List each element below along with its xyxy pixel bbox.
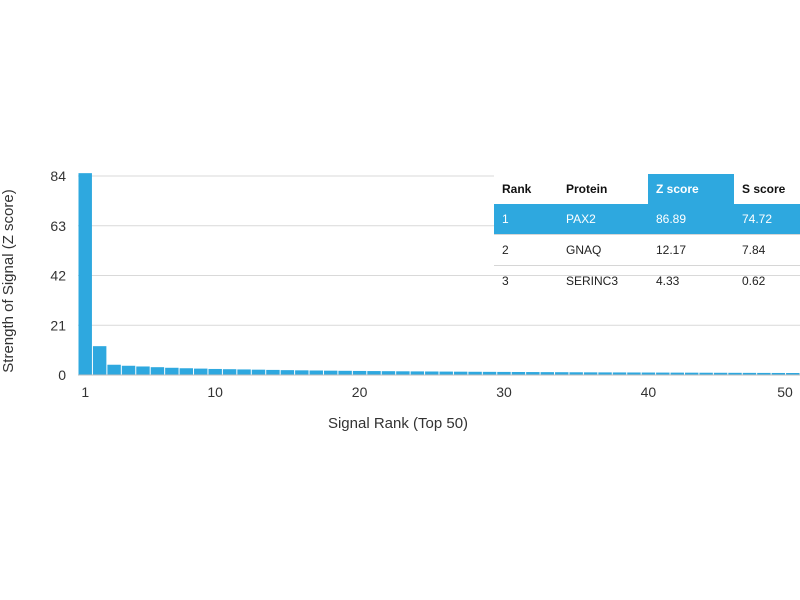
bar — [699, 372, 713, 375]
y-axis-label: Strength of Signal (Z score) — [0, 189, 17, 372]
bar — [728, 372, 742, 375]
bar — [511, 371, 526, 375]
cell-z-score: 4.33 — [648, 265, 734, 296]
bar — [107, 364, 121, 375]
bar — [396, 371, 410, 375]
bar — [684, 372, 699, 375]
cell-protein: PAX2 — [558, 204, 648, 235]
bar — [453, 371, 468, 375]
x-tick-label: 30 — [496, 384, 512, 400]
bar — [194, 368, 208, 375]
x-tick-label: 20 — [352, 384, 368, 400]
bar — [92, 346, 107, 375]
bar — [179, 368, 194, 375]
bar — [569, 372, 583, 375]
cell-s-score: 0.62 — [734, 265, 800, 296]
header-protein: Protein — [558, 174, 648, 204]
bar — [497, 371, 511, 375]
table-header-row: Rank Protein Z score S score — [494, 174, 800, 204]
y-tick-label: 0 — [58, 367, 66, 383]
bar — [656, 372, 670, 375]
table-row: 3 SERINC3 4.33 0.62 — [494, 265, 800, 296]
bar — [540, 372, 555, 375]
cell-s-score: 7.84 — [734, 234, 800, 266]
cell-z-score: 12.17 — [648, 234, 734, 266]
bar — [742, 372, 757, 375]
y-tick-label: 42 — [50, 268, 66, 284]
bar — [323, 370, 338, 375]
bar — [338, 370, 352, 375]
bar — [771, 372, 786, 375]
bar — [468, 371, 482, 375]
bar — [381, 371, 396, 375]
bar — [78, 173, 92, 375]
bar — [280, 370, 295, 375]
bar — [266, 369, 280, 375]
x-tick-label: 1 — [81, 384, 89, 400]
header-s-score: S score — [734, 174, 800, 204]
cell-rank: 3 — [494, 265, 558, 296]
bar — [165, 367, 179, 375]
x-tick-label: 10 — [207, 384, 223, 400]
bar — [641, 372, 656, 375]
bar — [150, 367, 165, 375]
bar — [713, 372, 728, 375]
bar — [237, 369, 251, 375]
bar — [208, 368, 222, 375]
bar — [786, 373, 800, 375]
bar — [136, 366, 150, 375]
y-ticks: 0 21 42 63 84 — [50, 168, 66, 383]
y-tick-label: 84 — [50, 168, 66, 184]
bar — [352, 370, 367, 375]
y-tick-label: 63 — [50, 218, 66, 234]
table-row: 2 GNAQ 12.17 7.84 — [494, 234, 800, 266]
bars — [78, 173, 800, 375]
header-z-score: Z score — [648, 174, 734, 204]
bar — [309, 370, 323, 375]
cell-protein: SERINC3 — [558, 265, 648, 296]
y-tick-label: 21 — [50, 317, 66, 333]
cell-s-score: 74.72 — [734, 204, 800, 235]
bar — [222, 369, 237, 375]
bar — [482, 371, 497, 375]
bar — [627, 372, 641, 375]
bar — [598, 372, 612, 375]
table-row: 1 PAX2 86.89 74.72 — [494, 204, 800, 235]
cell-z-score: 86.89 — [648, 204, 734, 235]
cell-rank: 2 — [494, 234, 558, 266]
header-rank: Rank — [494, 174, 558, 204]
cell-rank: 1 — [494, 204, 558, 235]
bar — [121, 365, 136, 375]
x-axis-label: Signal Rank (Top 50) — [328, 415, 468, 432]
bar — [295, 370, 309, 375]
score-table: Rank Protein Z score S score 1 PAX2 86.8… — [494, 174, 800, 296]
bar — [757, 372, 771, 375]
x-tick-label: 50 — [777, 384, 793, 400]
bar — [410, 371, 425, 375]
bar — [367, 371, 381, 375]
cell-protein: GNAQ — [558, 234, 648, 266]
bar — [583, 372, 598, 375]
bar — [670, 372, 684, 375]
bar — [425, 371, 439, 375]
x-ticks: 1 10 20 30 40 50 — [81, 384, 793, 400]
bar — [439, 371, 453, 375]
x-tick-label: 40 — [641, 384, 657, 400]
bar — [251, 369, 266, 375]
bar — [612, 372, 627, 375]
bar — [526, 372, 540, 375]
bar — [555, 372, 569, 375]
